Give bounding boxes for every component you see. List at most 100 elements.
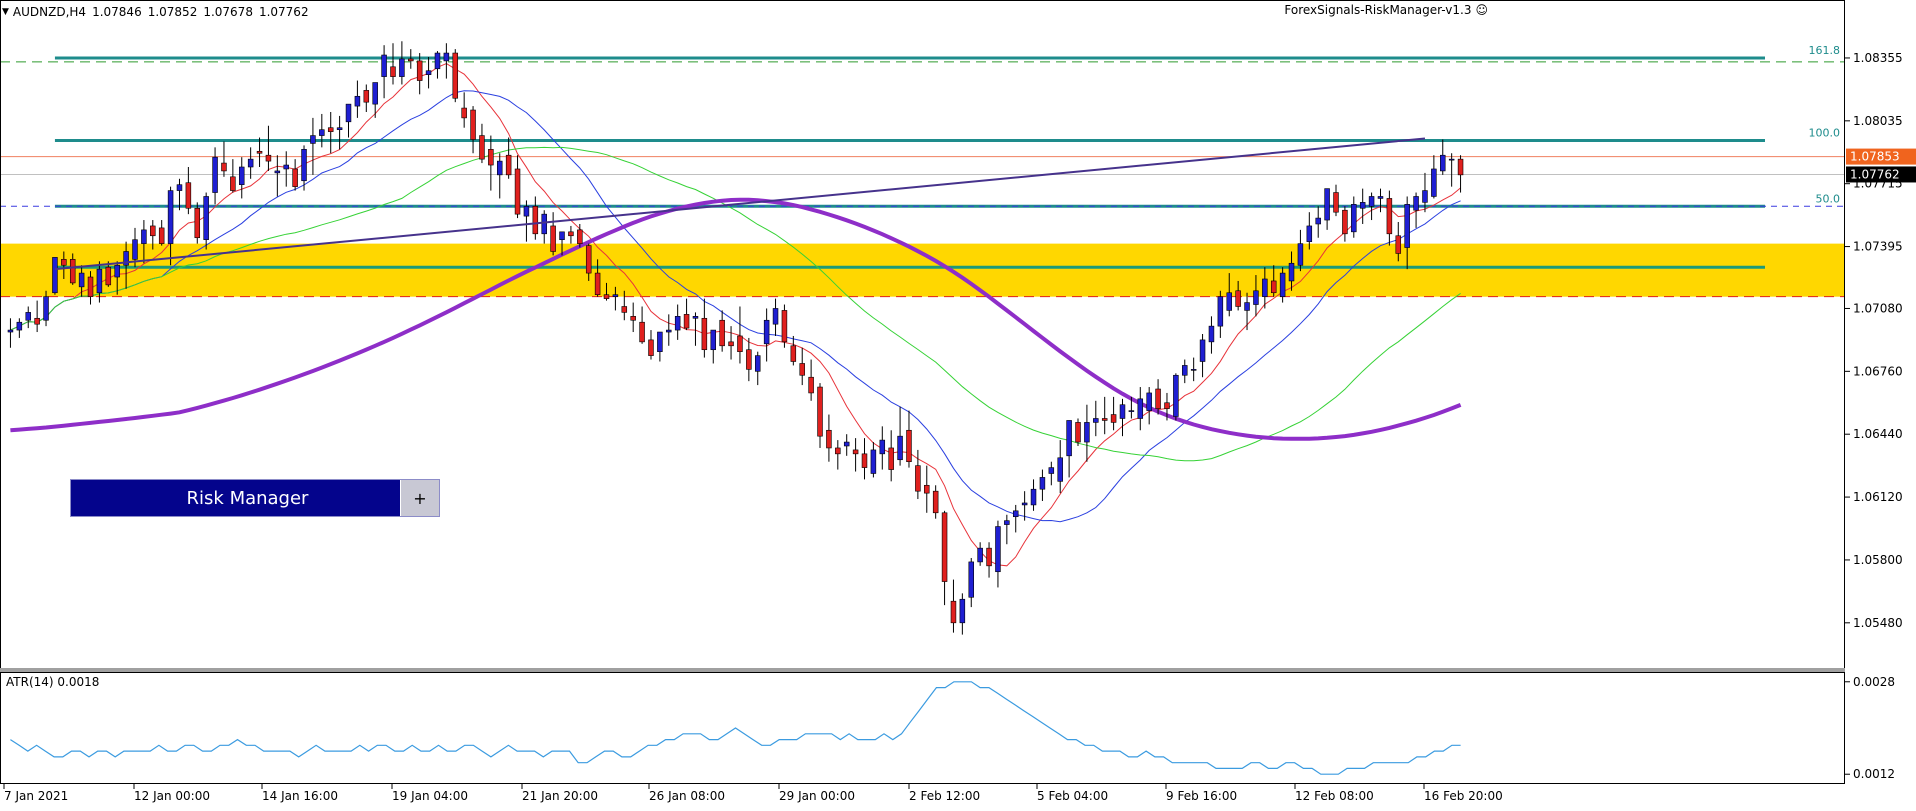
- bull-candle: [1057, 440, 1063, 494]
- atr-value: 0.0018: [57, 675, 100, 689]
- candle-body: [123, 251, 129, 266]
- bid-price-label: 1.07762: [1850, 167, 1900, 181]
- candle-body: [1075, 422, 1081, 443]
- candle-body: [1093, 418, 1099, 423]
- candle-body: [594, 272, 601, 296]
- bear-candle: [1075, 418, 1081, 446]
- bear-candle: [87, 271, 94, 305]
- bear-candle: [150, 220, 156, 250]
- bull-candle: [354, 80, 361, 118]
- candle-body: [345, 103, 352, 123]
- candle-body: [1057, 457, 1063, 482]
- candle-body: [817, 386, 823, 437]
- chart-menu-icon[interactable]: ▼: [2, 7, 9, 17]
- bear-candle: [861, 438, 868, 480]
- bull-candle: [754, 351, 761, 386]
- bear-candle: [906, 410, 912, 468]
- bear-candle: [746, 337, 752, 382]
- candle-body: [514, 168, 521, 215]
- open-value: 1.07846: [92, 5, 142, 19]
- bull-candle: [301, 145, 307, 191]
- candle-body: [150, 225, 156, 237]
- bull-candle: [1297, 229, 1304, 272]
- bear-candle: [1270, 265, 1277, 297]
- candle-body: [986, 547, 992, 567]
- atr-label: ATR(14): [6, 675, 54, 689]
- candle-body: [399, 58, 405, 77]
- candle-body: [621, 306, 628, 313]
- bear-candle: [479, 123, 485, 164]
- risk-manager-panel[interactable]: Risk Manager +: [70, 479, 440, 517]
- trendline: [54, 137, 1426, 271]
- y-tick-label: 1.08355: [1853, 51, 1903, 65]
- bull-candle: [1324, 188, 1330, 230]
- bull-candle: [1368, 192, 1375, 221]
- bear-candle: [505, 137, 512, 179]
- fib-level-label: 100.0: [1809, 126, 1841, 139]
- bull-candle: [52, 257, 58, 295]
- bull-candle: [1004, 514, 1010, 545]
- bull-candle: [78, 265, 85, 297]
- bull-candle: [310, 117, 316, 175]
- bull-candle: [7, 318, 14, 348]
- candle-body: [1110, 414, 1117, 423]
- candle-body: [327, 127, 334, 132]
- bull-candle: [1137, 387, 1144, 431]
- bull-candle: [710, 329, 717, 364]
- risk-manager-expand-button[interactable]: +: [400, 480, 439, 516]
- candle-body: [443, 52, 450, 62]
- bull-candle: [1030, 479, 1037, 511]
- candle-body: [737, 335, 743, 352]
- candle-body: [7, 329, 14, 333]
- bull-candle: [381, 45, 387, 99]
- bear-candle: [941, 510, 948, 606]
- bid-price-tag: [1846, 166, 1916, 183]
- ma-fast-line: [10, 63, 1461, 567]
- bear-candle: [781, 304, 788, 348]
- candle-body: [1048, 467, 1055, 474]
- bull-candle: [239, 157, 245, 199]
- bear-candle: [950, 579, 957, 633]
- fib-level-label: 161.8: [1809, 44, 1841, 57]
- bull-candle: [336, 115, 343, 150]
- candle-body: [319, 129, 325, 136]
- candle-body: [1146, 392, 1152, 411]
- candle-body: [461, 107, 467, 119]
- bear-candle: [61, 251, 67, 279]
- candle-body: [790, 345, 797, 362]
- candle-body: [648, 339, 654, 356]
- candle-body: [1386, 198, 1393, 235]
- bull-candle: [772, 298, 779, 336]
- bull-candle: [425, 56, 432, 89]
- bear-candle: [888, 430, 894, 482]
- candle-body: [96, 268, 103, 294]
- bear-candle: [256, 137, 263, 167]
- candle-body: [283, 164, 289, 170]
- candle-body: [185, 182, 192, 209]
- y-tick-label: 1.08035: [1853, 114, 1903, 128]
- bear-candle: [577, 223, 583, 248]
- bull-candle: [399, 41, 405, 85]
- bear-candle: [105, 261, 112, 287]
- bull-candle: [1119, 398, 1126, 437]
- candle-body: [1208, 325, 1215, 343]
- bull-candle: [1093, 400, 1099, 437]
- bear-candle: [470, 106, 476, 154]
- candle-body: [692, 316, 699, 319]
- bull-candle: [1306, 212, 1313, 250]
- bear-candle: [826, 414, 832, 462]
- candle-body: [1297, 243, 1304, 266]
- candle-body: [612, 294, 619, 297]
- candle-body: [1413, 196, 1419, 211]
- bear-candle: [327, 111, 334, 154]
- bear-candle: [648, 330, 654, 360]
- risk-manager-label[interactable]: Risk Manager: [186, 487, 309, 509]
- candle-body: [1351, 204, 1357, 233]
- candle-body: [408, 58, 414, 62]
- candle-body: [363, 90, 370, 103]
- bull-candle: [345, 103, 352, 138]
- candle-body: [310, 135, 316, 144]
- bull-candle: [959, 593, 966, 635]
- candle-body: [1004, 520, 1010, 525]
